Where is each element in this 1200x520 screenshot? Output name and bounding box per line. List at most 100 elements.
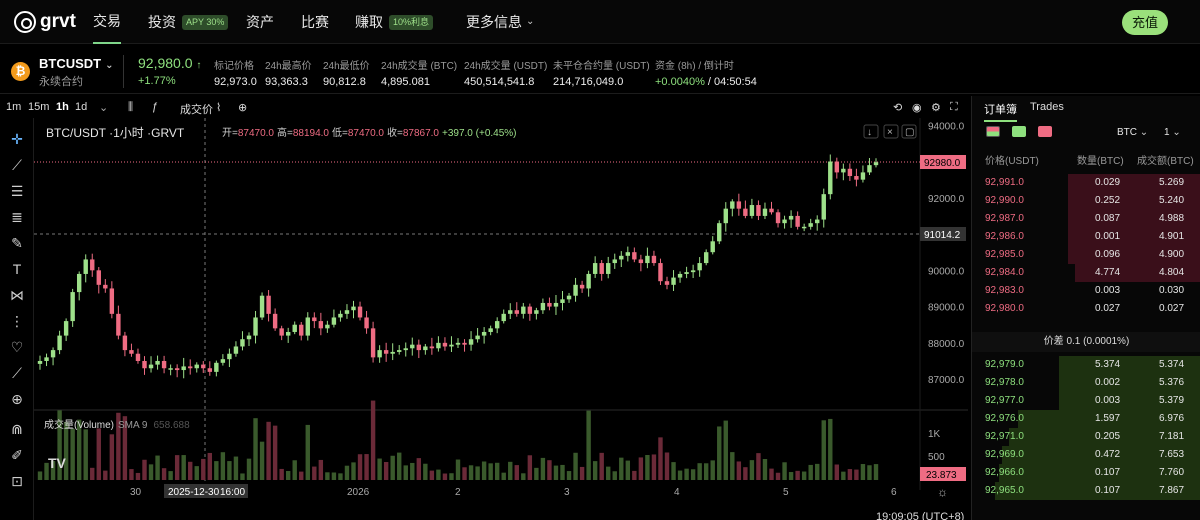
- depth-selector[interactable]: 1 ⌄: [1164, 127, 1181, 138]
- fullscreen-icon[interactable]: ⛶: [950, 101, 958, 113]
- volume-bar: [259, 441, 265, 480]
- maximize-icon: ▢: [905, 127, 914, 138]
- candle-body: [416, 344, 422, 351]
- ruler-icon[interactable]: ⟋: [12, 365, 22, 381]
- candle-style-icon[interactable]: ⫼: [128, 101, 134, 113]
- undo-icon[interactable]: ⟲: [893, 102, 903, 114]
- maximize-pane-button: [901, 124, 917, 139]
- deposit-button[interactable]: 充值: [1122, 10, 1168, 35]
- candles-group: [37, 154, 879, 379]
- candle-body: [266, 295, 271, 314]
- brush-icon[interactable]: ✎: [11, 235, 23, 251]
- depth-bar: [1068, 174, 1200, 192]
- zoom-icon[interactable]: ⊕: [11, 391, 23, 407]
- ask-row[interactable]: 92,987.0 0.087 4.988: [972, 210, 1200, 228]
- volume-bar: [599, 452, 604, 480]
- interval-1h[interactable]: 1h: [56, 101, 69, 113]
- volume-bar: [299, 471, 304, 480]
- bid-row[interactable]: 92,966.0 0.107 7.760: [972, 464, 1200, 482]
- camera-icon[interactable]: ◉: [912, 102, 922, 114]
- candlestick-chart[interactable]: 94000.093000.092000.091000.090000.089000…: [34, 118, 968, 520]
- volume-bar: [312, 466, 317, 480]
- ask-row[interactable]: 92,986.0 0.001 4.901: [972, 228, 1200, 246]
- candle-body: [331, 317, 337, 325]
- symbol-selector[interactable]: BTCUSDT ⌄: [39, 56, 114, 71]
- price-type-toggle[interactable]: 成交价: [180, 104, 213, 116]
- nav-trade[interactable]: 交易: [93, 0, 121, 44]
- ask-row[interactable]: 92,984.0 4.774 4.804: [972, 264, 1200, 282]
- size-cell: 0.029: [1095, 177, 1121, 188]
- volume-label: 成交量(Volume): [44, 418, 114, 431]
- interval-1m[interactable]: 1m: [6, 101, 22, 113]
- bid-row[interactable]: 92,976.0 1.597 6.976: [972, 410, 1200, 428]
- parallel-lines-icon[interactable]: ≣: [11, 209, 23, 225]
- asset-selector[interactable]: BTC ⌄: [1117, 127, 1149, 138]
- price-cell: 92,983.0: [985, 285, 1024, 296]
- volume-bar: [553, 465, 559, 480]
- chevron-down-icon: ⌄: [526, 16, 535, 27]
- status-time: 19:09:05 (UTC+8): [876, 511, 965, 520]
- candle-body: [220, 359, 226, 363]
- crosshair-icon[interactable]: ✛: [11, 131, 23, 147]
- chart-type-icon[interactable]: ⌇: [216, 102, 222, 114]
- magnet-icon[interactable]: ⋒: [11, 421, 23, 437]
- interval-15m[interactable]: 15m: [28, 101, 50, 113]
- bid-row[interactable]: 92,977.0 0.003 5.379: [972, 392, 1200, 410]
- candle-body: [592, 263, 598, 274]
- forecast-icon[interactable]: ⋮: [10, 313, 24, 329]
- candle-body: [619, 255, 624, 260]
- nav-invest[interactable]: 投资 APY 30%: [148, 0, 229, 44]
- nav-more[interactable]: 更多信息 ⌄: [466, 0, 534, 44]
- price-tick-label: 94000.0: [928, 121, 965, 132]
- tab-orderbook[interactable]: 订单簿: [984, 101, 1017, 122]
- candle-body: [370, 328, 376, 358]
- candle-body: [854, 176, 859, 180]
- bid-row[interactable]: 92,965.0 0.107 7.867: [972, 482, 1200, 500]
- bid-row[interactable]: 92,971.0 0.205 7.181: [972, 428, 1200, 446]
- nav-competition[interactable]: 比赛: [301, 14, 329, 30]
- fib-icon[interactable]: ☰: [10, 183, 24, 199]
- lock-icon[interactable]: ⊡: [11, 473, 23, 489]
- volume-bar: [227, 461, 232, 480]
- view-asks-icon[interactable]: [1038, 126, 1052, 137]
- ask-row[interactable]: 92,985.0 0.096 4.900: [972, 246, 1200, 264]
- orderbook-panel: 订单簿 Trades BTC ⌄ 1 ⌄ 价格(USDT) 数量(BTC) 成交…: [971, 96, 1200, 520]
- bid-row[interactable]: 92,979.0 5.374 5.374: [972, 356, 1200, 374]
- ask-row[interactable]: 92,983.0 0.003 0.030: [972, 282, 1200, 300]
- bid-row[interactable]: 92,969.0 0.472 7.653: [972, 446, 1200, 464]
- ask-row[interactable]: 92,991.0 0.029 5.269: [972, 174, 1200, 192]
- candle-body: [188, 366, 193, 369]
- pattern-icon[interactable]: ⋈: [10, 287, 24, 303]
- chevron-down-icon[interactable]: ⌄: [99, 102, 109, 114]
- ask-row[interactable]: 92,980.0 0.027 0.027: [972, 300, 1200, 318]
- volume-bar: [83, 429, 88, 480]
- volume-bar: [325, 472, 330, 480]
- text-icon[interactable]: T: [12, 261, 22, 277]
- nav-earn[interactable]: 赚取 10%利息: [355, 0, 434, 44]
- add-icon[interactable]: ⊕: [238, 102, 248, 114]
- indicator-icon[interactable]: ƒ: [152, 101, 159, 113]
- ohlc-change: +397.0 (+0.45%): [442, 128, 517, 139]
- total-cell: 4.804: [1159, 267, 1185, 278]
- volume-bar: [103, 470, 108, 480]
- tab-trades[interactable]: Trades: [1030, 101, 1064, 113]
- volume-bar: [697, 463, 702, 480]
- ask-row[interactable]: 92,990.0 0.252 5.240: [972, 192, 1200, 210]
- grvt-logo[interactable]: grvt: [14, 11, 76, 33]
- trendline-icon[interactable]: ⟋: [12, 157, 22, 173]
- interval-1d[interactable]: 1d: [75, 101, 88, 113]
- volume-bar: [788, 472, 794, 480]
- view-both-icon[interactable]: [986, 126, 1000, 137]
- price-tick-label: 87000.0: [928, 375, 965, 386]
- view-bids-icon[interactable]: [1012, 126, 1026, 137]
- price-chart[interactable]: 94000.093000.092000.091000.090000.089000…: [34, 118, 968, 520]
- lock-drawing-icon[interactable]: ✐: [11, 447, 23, 463]
- total-cell: 4.900: [1159, 249, 1185, 260]
- bid-row[interactable]: 92,978.0 0.002 5.376: [972, 374, 1200, 392]
- settings-icon[interactable]: ⚙: [931, 102, 941, 114]
- favorite-icon[interactable]: ♡: [10, 339, 24, 355]
- price-cell: 92,966.0: [985, 467, 1024, 478]
- size-cell: 4.774: [1095, 267, 1121, 278]
- volume-bar: [625, 460, 631, 480]
- nav-assets[interactable]: 资产: [246, 14, 274, 30]
